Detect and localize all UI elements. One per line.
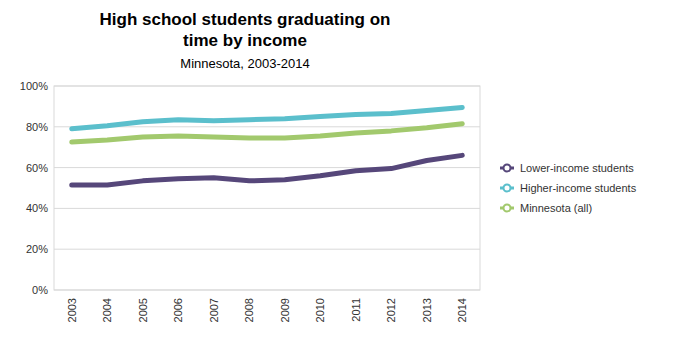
x-tick-label: 2010 [314,298,326,322]
title-line: High school students graduating on [100,10,391,29]
x-tick-label: 2004 [101,298,113,322]
plot-frame [54,86,480,290]
grid-line [54,208,480,209]
chart: 0% 20% 40% 60% 80% 100% 2003 2004 2005 2006 2007 20… [0,0,680,360]
x-tick-label: 2009 [279,298,291,322]
y-tick-label: 0% [32,284,48,296]
title-line: time by income [183,31,307,50]
x-tick-label: 2014 [456,298,468,322]
grid-line [54,167,480,168]
x-tick-label: 2006 [172,298,184,322]
x-tick-label: 2012 [385,298,397,322]
x-tick-label: 2007 [208,298,220,322]
y-tick-label: 80% [26,121,48,133]
legend-marker [504,205,511,212]
y-tick-label: 20% [26,243,48,255]
series-group [72,107,463,185]
y-tick-label: 40% [26,202,48,214]
y-tick-label: 60% [26,162,48,174]
x-tick-label: 2011 [350,298,362,322]
series-line [72,155,463,185]
x-tick-label: 2003 [66,298,78,322]
x-tick-label: 2013 [421,298,433,322]
legend-label: Higher-income students [520,182,637,194]
subtitle: Minnesota, 2003-2014 [180,56,309,71]
x-tick-label: 2008 [243,298,255,322]
y-tick-label: 100% [20,80,48,92]
legend-label: Lower-income students [520,162,634,174]
series-line [72,124,463,142]
legend-label: Minnesota (all) [520,202,592,214]
series-line [72,107,463,128]
x-tick-label: 2005 [137,298,149,322]
title: High school students graduating on time b… [100,10,391,50]
legend-marker [504,165,511,172]
grid-line [54,249,480,250]
legend-marker [504,185,511,192]
